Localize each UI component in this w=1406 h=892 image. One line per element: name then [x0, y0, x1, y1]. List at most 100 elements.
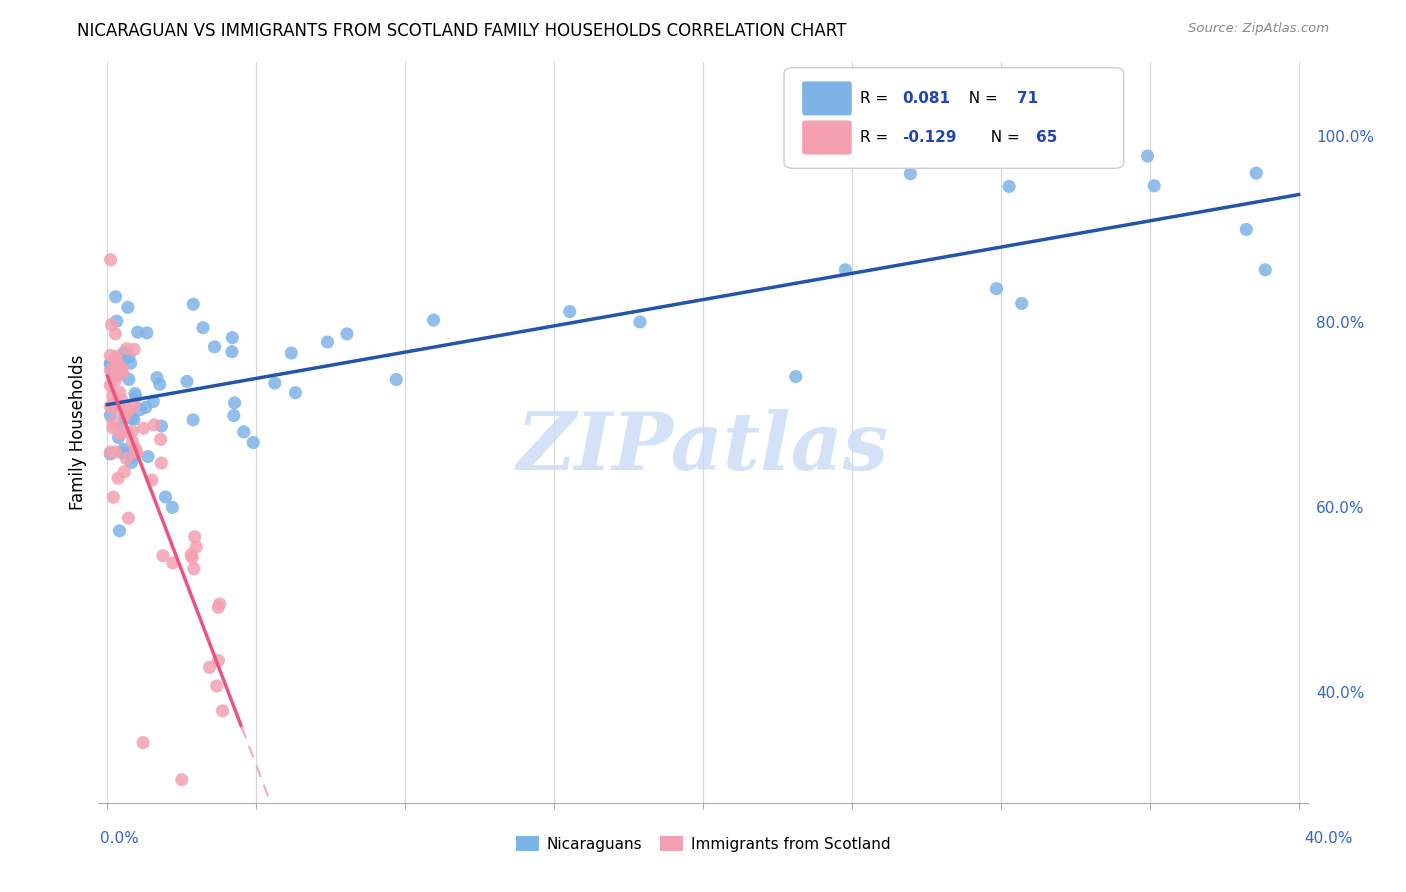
Point: [105, 350, 128, 364]
Point: [118, 447, 141, 461]
Point: [1143, 178, 1166, 193]
Point: [127, 325, 149, 339]
Point: [104, 370, 127, 384]
Point: [118, 411, 141, 425]
Point: [103, 362, 125, 376]
Point: [111, 399, 134, 413]
Point: [103, 490, 125, 504]
Point: [1136, 149, 1159, 163]
Point: [104, 326, 127, 341]
Text: N =: N =: [981, 130, 1025, 145]
Point: [170, 772, 193, 787]
Point: [149, 433, 172, 447]
Text: Source: ZipAtlas.com: Source: ZipAtlas.com: [1188, 22, 1329, 36]
Point: [146, 370, 169, 384]
Point: [242, 435, 264, 450]
Point: [785, 369, 807, 384]
Point: [101, 365, 124, 379]
Point: [1244, 166, 1267, 180]
Point: [108, 425, 131, 440]
Point: [263, 376, 285, 390]
Text: 0.081: 0.081: [903, 91, 950, 106]
Point: [628, 315, 651, 329]
Point: [104, 398, 127, 412]
Point: [162, 556, 184, 570]
Point: [112, 465, 135, 479]
Point: [104, 351, 127, 366]
Point: [120, 356, 142, 370]
Text: -0.129: -0.129: [903, 130, 957, 145]
Point: [115, 425, 138, 439]
Point: [986, 282, 1008, 296]
Point: [998, 179, 1021, 194]
Text: 65: 65: [1035, 130, 1057, 145]
Point: [110, 423, 132, 437]
Point: [111, 446, 134, 460]
Point: [181, 297, 204, 311]
Point: [112, 345, 135, 359]
Point: [98, 445, 121, 459]
Point: [125, 445, 148, 459]
Point: [104, 369, 127, 384]
Point: [211, 704, 233, 718]
Point: [150, 419, 173, 434]
Point: [124, 386, 146, 401]
Point: [100, 318, 122, 332]
Point: [143, 417, 166, 432]
Point: [1011, 296, 1033, 310]
Point: [284, 385, 307, 400]
Point: [280, 346, 302, 360]
Point: [129, 402, 152, 417]
Point: [115, 342, 138, 356]
Point: [112, 442, 135, 457]
Text: 71: 71: [1018, 91, 1039, 106]
Y-axis label: Family Households: Family Households: [69, 355, 87, 510]
Legend: Nicaraguans, Immigrants from Scotland: Nicaraguans, Immigrants from Scotland: [509, 830, 897, 858]
Point: [122, 399, 145, 413]
Point: [121, 435, 143, 450]
Point: [142, 394, 165, 409]
Point: [110, 362, 132, 376]
Point: [103, 397, 125, 411]
Point: [181, 550, 204, 565]
Point: [98, 447, 121, 461]
Point: [136, 450, 159, 464]
Point: [181, 413, 204, 427]
Point: [117, 403, 139, 417]
Point: [162, 500, 184, 515]
Point: [98, 378, 121, 392]
Point: [422, 313, 444, 327]
Point: [121, 455, 143, 469]
FancyBboxPatch shape: [803, 81, 852, 115]
Point: [184, 530, 207, 544]
Point: [221, 344, 243, 359]
Point: [207, 600, 229, 615]
Point: [104, 401, 127, 416]
Point: [149, 377, 172, 392]
Point: [117, 511, 139, 525]
Point: [183, 562, 205, 576]
Text: R =: R =: [860, 91, 893, 106]
Point: [132, 421, 155, 435]
Point: [107, 431, 129, 445]
Point: [104, 374, 127, 388]
Text: N =: N =: [959, 91, 1002, 106]
Point: [101, 389, 124, 403]
Point: [107, 471, 129, 485]
Point: [115, 451, 138, 466]
Text: R =: R =: [860, 130, 893, 145]
Point: [336, 326, 359, 341]
Point: [1254, 262, 1277, 277]
Point: [98, 349, 121, 363]
Point: [205, 679, 228, 693]
Point: [118, 350, 141, 364]
Point: [224, 396, 246, 410]
Point: [198, 660, 221, 674]
Point: [108, 385, 131, 400]
Point: [385, 372, 408, 386]
Point: [114, 409, 136, 423]
Point: [107, 357, 129, 371]
Point: [176, 375, 198, 389]
Point: [100, 252, 122, 267]
Point: [898, 167, 921, 181]
